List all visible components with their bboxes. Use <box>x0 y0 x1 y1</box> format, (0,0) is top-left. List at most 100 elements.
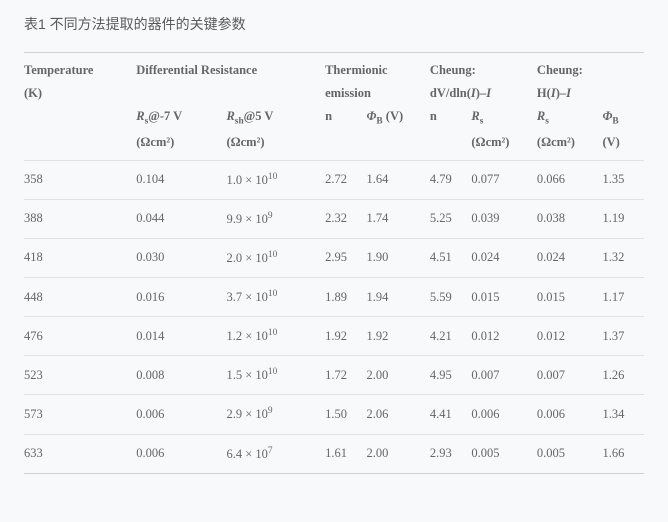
cheung2-part-a: H( <box>537 86 551 100</box>
cell-phib: 2.00 <box>367 356 430 395</box>
rs2-sub: s <box>480 117 484 127</box>
header-row-4: (Ωcm²) (Ωcm²) (Ωcm²) (Ωcm²) (V) <box>24 131 644 161</box>
th-cheung1-sub: dV/dln(I)–I <box>430 82 537 105</box>
c3-T: 448 <box>24 277 136 316</box>
phib2-sym: Φ <box>602 109 612 123</box>
rs7-sym: R <box>136 109 144 123</box>
cell-phib2: 1.37 <box>602 317 644 356</box>
cell-n1: 1.61 <box>325 434 366 473</box>
th-phib2: ΦB <box>602 105 644 131</box>
rsh5-sym: R <box>226 109 234 123</box>
cell-rs2: 0.005 <box>471 434 537 473</box>
cell-phib: 1.90 <box>367 238 430 277</box>
cell-rs7: 0.030 <box>136 238 226 277</box>
cheung1-part-b: )– <box>476 86 486 100</box>
cell-phib: 1.92 <box>367 317 430 356</box>
th-cheung2: Cheung: <box>537 53 644 83</box>
data-table: Temperature Differential Resistance Ther… <box>24 52 644 474</box>
cell-rs2: 0.012 <box>471 317 537 356</box>
cell-rs3: 0.006 <box>537 395 603 434</box>
cell-rs3: 0.012 <box>537 317 603 356</box>
c3-T: 388 <box>24 199 136 238</box>
cell-rsh5: 1.5 × 1010 <box>226 356 325 395</box>
cell-rs7: 0.006 <box>136 434 226 473</box>
cell-n1: 1.50 <box>325 395 366 434</box>
cell-n2: 5.25 <box>430 199 471 238</box>
cell-n2: 4.79 <box>430 160 471 199</box>
cell-phib: 2.06 <box>367 395 430 434</box>
cell-phib2: 1.66 <box>602 434 644 473</box>
cell-n2: 4.41 <box>430 395 471 434</box>
cell-rs2: 0.039 <box>471 199 537 238</box>
c3-T: 573 <box>24 395 136 434</box>
cell-rsh5: 6.4 × 107 <box>226 434 325 473</box>
th-rsh5-unit: (Ωcm²) <box>226 131 325 161</box>
cell-rsh5: 2.9 × 109 <box>226 395 325 434</box>
cell-rs2: 0.015 <box>471 277 537 316</box>
cell-phib2: 1.32 <box>602 238 644 277</box>
th-thermionic: Thermionic <box>325 53 430 83</box>
cell-rsh5: 1.0 × 1010 <box>226 160 325 199</box>
cell-phib: 1.94 <box>367 277 430 316</box>
th-blank2 <box>24 131 136 161</box>
cell-rs3: 0.015 <box>537 277 603 316</box>
cell-rs7: 0.104 <box>136 160 226 199</box>
th-diffres-blank <box>136 82 325 105</box>
rsh5-sub: sh <box>235 117 244 127</box>
table-row: 4180.0302.0 × 10102.951.904.510.0240.024… <box>24 238 644 277</box>
rs3-sym: R <box>537 109 545 123</box>
cell-rs3: 0.007 <box>537 356 603 395</box>
th-n2: n <box>430 105 471 131</box>
rs3-sub: s <box>545 117 549 127</box>
cell-rs7: 0.008 <box>136 356 226 395</box>
th-blank3 <box>325 131 366 161</box>
c3-T: 523 <box>24 356 136 395</box>
cell-rs7: 0.014 <box>136 317 226 356</box>
cell-rsh5: 1.2 × 1010 <box>226 317 325 356</box>
table-row: 3880.0449.9 × 1092.321.745.250.0390.0381… <box>24 199 644 238</box>
header-row-2: (K) emission dV/dln(I)–I H(I)–I <box>24 82 644 105</box>
cheung2-i2: I <box>566 86 571 100</box>
phib-sym: Φ <box>367 109 377 123</box>
th-rs2: Rs <box>471 105 537 131</box>
th-rs2-unit: (Ωcm²) <box>471 131 537 161</box>
th-rs3: Rs <box>537 105 603 131</box>
rs7-rest: @-7 V <box>148 109 182 123</box>
c3-T: 476 <box>24 317 136 356</box>
th-diffres: Differential Resistance <box>136 53 325 83</box>
phib-sub: B <box>376 117 382 127</box>
cell-n1: 2.72 <box>325 160 366 199</box>
th-cheung1: Cheung: <box>430 53 537 83</box>
cell-rs3: 0.005 <box>537 434 603 473</box>
cell-rs2: 0.024 <box>471 238 537 277</box>
cell-n1: 1.89 <box>325 277 366 316</box>
cell-n1: 2.95 <box>325 238 366 277</box>
th-temperature: Temperature <box>24 53 136 83</box>
cell-rs2: 0.007 <box>471 356 537 395</box>
cell-rs7: 0.016 <box>136 277 226 316</box>
cell-n2: 2.93 <box>430 434 471 473</box>
th-thermionic2: emission <box>325 82 430 105</box>
cell-n2: 4.21 <box>430 317 471 356</box>
cell-phib2: 1.34 <box>602 395 644 434</box>
cell-phib2: 1.17 <box>602 277 644 316</box>
c3-T: 418 <box>24 238 136 277</box>
cheung2-part-b: )– <box>556 86 566 100</box>
cell-phib: 2.00 <box>367 434 430 473</box>
th-cheung2-sub: H(I)–I <box>537 82 644 105</box>
phib-unit-inline: (V) <box>386 109 403 123</box>
cheung1-i2: I <box>486 86 491 100</box>
cell-phib2: 1.35 <box>602 160 644 199</box>
phib2-sub: B <box>612 117 618 127</box>
cell-rs2: 0.077 <box>471 160 537 199</box>
c3-T: 358 <box>24 160 136 199</box>
cell-rs3: 0.024 <box>537 238 603 277</box>
table-row: 5730.0062.9 × 1091.502.064.410.0060.0061… <box>24 395 644 434</box>
rs2-sym: R <box>471 109 479 123</box>
th-blank4 <box>367 131 430 161</box>
rsh5-rest: @5 V <box>244 109 274 123</box>
th-phib2-unit: (V) <box>602 131 644 161</box>
cell-rsh5: 2.0 × 1010 <box>226 238 325 277</box>
table-head: Temperature Differential Resistance Ther… <box>24 53 644 161</box>
c3-T: 633 <box>24 434 136 473</box>
